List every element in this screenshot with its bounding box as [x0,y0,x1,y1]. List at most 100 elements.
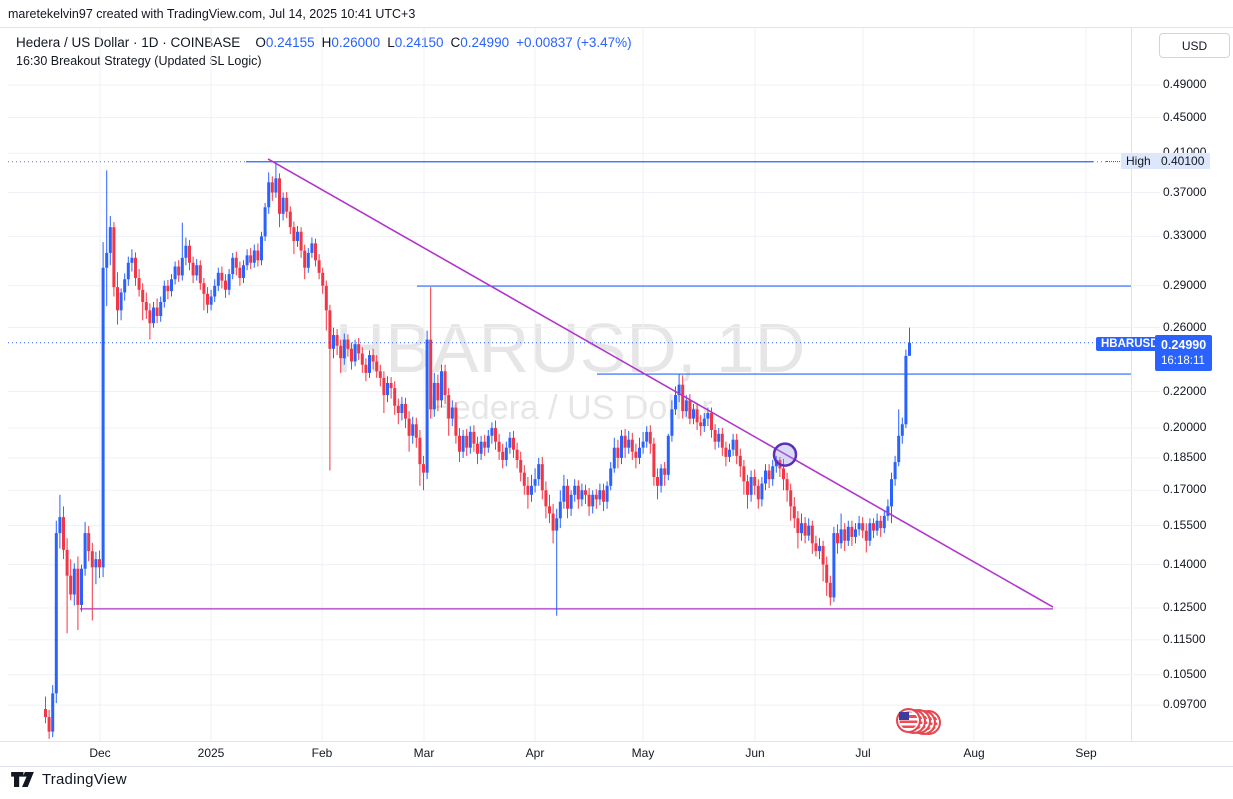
candle-body [72,568,76,595]
candle-body [411,424,415,436]
candle-body [328,310,332,349]
open-label: O [255,35,266,50]
candle-body [126,262,130,280]
candle-body [742,466,746,482]
descending-trendline[interactable] [267,158,1054,608]
candle-body [792,506,796,519]
candle-body [875,520,879,531]
us-flag-emoji-sticker[interactable] [896,708,942,735]
strategy-legend[interactable]: 16:30 Breakout Strategy (Updated SL Logi… [16,54,262,68]
candle-body [422,464,425,473]
candle-body [303,250,307,268]
candle-body [393,388,397,406]
candle-body [468,431,472,448]
price-axis-border [1131,28,1132,741]
candle-body [202,283,206,294]
time-axis-label: Jul [855,746,871,760]
candle-body [108,227,112,253]
candle-body [692,409,695,419]
price-tick-label: 0.45000 [1163,109,1207,124]
last-price-value: 0.24990 [1161,338,1207,352]
candle-body [699,422,703,427]
candle-body [512,437,515,450]
candle-body [454,407,458,436]
price-tick-label: 0.11500 [1163,631,1206,646]
candle-body [612,447,616,469]
candle-body [594,494,598,500]
candle-body [368,355,371,373]
last-price-symbol-chip: HBARUSD [1096,337,1164,351]
price-tick-label: 0.10500 [1163,666,1207,681]
candle-body [83,533,87,569]
symbol-title[interactable]: Hedera / US Dollar · 1D · COINBASE [16,35,241,50]
candle-body [288,211,292,228]
candle-body [717,433,721,442]
candle-body [735,439,739,456]
candle-body [119,292,123,311]
candle-body [558,501,562,519]
close-value: 0.24990 [460,35,510,50]
candle-body [598,490,602,500]
candle-body [900,424,904,436]
price-tick-label: 0.26000 [1163,319,1207,334]
candle-body [821,545,825,565]
candle-body [738,455,742,467]
candle-body [551,513,555,531]
candle-body [400,403,404,414]
candle-body [483,441,487,448]
time-axis-label: 2025 [197,746,225,760]
candle-body [58,517,62,534]
candle-body [44,709,47,718]
candle-body [310,243,314,253]
candle-body [440,371,443,401]
candle-body [771,466,775,480]
candle-body [566,485,569,509]
candle-body [908,342,911,356]
candle-body [461,435,465,452]
candle-body [414,424,418,438]
attribution-text: maretekelvin97 created with TradingView.… [8,7,416,21]
candle-body [447,395,451,419]
candle-body [98,559,101,568]
candle-body [522,472,526,486]
circle-marker[interactable] [772,442,798,467]
candle-body [501,451,505,460]
candle-body [602,490,605,502]
candle-body [605,485,609,502]
candle-body [321,272,325,286]
price-tick-label: 0.18500 [1163,449,1207,464]
candle-body [213,285,217,297]
candle-body [130,257,134,263]
candle-body [224,280,227,290]
currency-usd-button[interactable]: USD [1159,33,1230,58]
candle-body [317,260,321,273]
candle-body [234,257,238,268]
candle-body [494,428,497,442]
candle-body [144,301,148,311]
candle-body [220,272,224,281]
candle-body [796,518,800,534]
candle-body [616,447,620,458]
candle-body [544,490,548,507]
candle-body [198,265,202,284]
candle-body [80,568,83,605]
candle-body [472,431,476,444]
candle-body [515,449,519,460]
candle-body [404,403,407,419]
candle-body [285,197,289,212]
candle-body [450,407,454,419]
candle-body [684,400,688,412]
candle-body [846,526,850,541]
price-tick-label: 0.29000 [1163,277,1207,292]
candle-body [90,551,94,568]
tradingview-logo-icon[interactable] [10,771,35,788]
candle-body [836,533,839,544]
candle-body [429,339,433,410]
candle-body [371,355,375,362]
candle-body [267,182,271,208]
candle-body [825,564,829,583]
tradingview-logo-text[interactable]: TradingView [42,771,127,788]
candle-body [695,409,699,423]
